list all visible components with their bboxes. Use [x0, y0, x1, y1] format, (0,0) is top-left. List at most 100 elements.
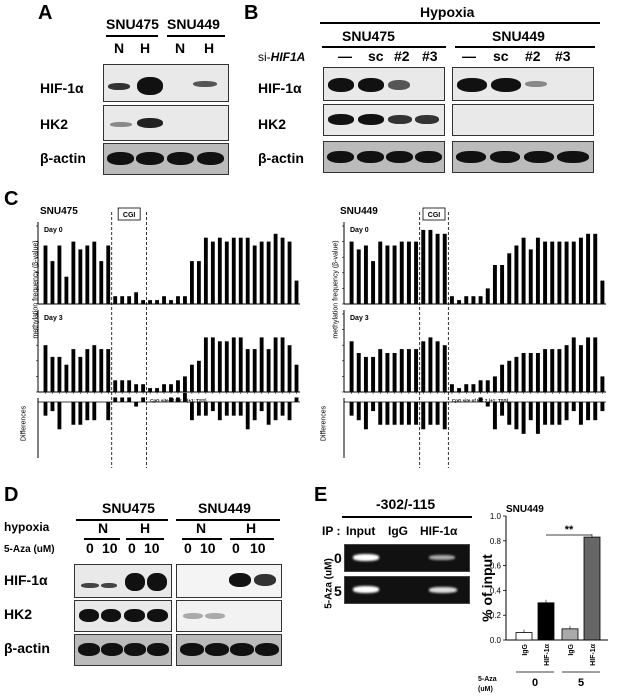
blot-d2-hif: [176, 564, 282, 598]
diff-bar: [106, 402, 111, 421]
bar: [162, 296, 166, 304]
day-label: Day 0: [44, 227, 63, 234]
bar: [210, 337, 215, 392]
bar: [428, 337, 433, 392]
cgi-box: [117, 207, 141, 221]
bar: [356, 353, 361, 392]
bar: [528, 249, 533, 304]
hyp-label: N: [98, 520, 109, 536]
diff-bar: [399, 402, 404, 425]
x-tick-label: HIF-1α: [590, 643, 597, 666]
dose-label: 0: [128, 540, 136, 556]
bar: [71, 349, 76, 392]
bar: [515, 632, 533, 641]
lane-label: sc: [368, 48, 384, 64]
y-tick-label: 0.2: [490, 611, 502, 620]
col-label: IgG: [388, 524, 408, 538]
lane-label: N: [175, 40, 186, 56]
bar: [543, 241, 548, 304]
bar: [85, 245, 90, 304]
diff-bar: [238, 402, 243, 416]
x-prefix: 5-Aza: [478, 676, 497, 683]
lane-label: #2: [394, 48, 410, 64]
y-tick-label: 0.4: [490, 586, 502, 595]
bar: [507, 253, 512, 304]
bar: [514, 245, 519, 304]
si-label: si-HIF1A: [258, 50, 306, 64]
bar: [127, 296, 132, 304]
diff-bar: [478, 397, 483, 402]
lane-label: #3: [555, 48, 571, 64]
hyp-label: N: [196, 520, 207, 536]
row-label: β-actin: [258, 150, 304, 166]
bar: [586, 337, 591, 392]
lane-label: —: [338, 48, 352, 64]
diff-bar: [578, 402, 583, 425]
diff-bar: [507, 402, 512, 425]
bar: [266, 349, 271, 392]
bar: [385, 353, 390, 392]
bar: [273, 337, 278, 392]
diff-bar: [113, 397, 118, 402]
diff-bar: [392, 402, 397, 425]
bar: [43, 345, 48, 392]
diff-bar: [203, 402, 208, 416]
bar: [537, 602, 555, 641]
diff-bar: [500, 402, 505, 416]
bar: [217, 341, 222, 392]
bar: [485, 288, 490, 304]
cell-label: SNU475: [102, 500, 155, 516]
bar: [371, 356, 376, 392]
bar: [134, 292, 139, 304]
cell-label: SNU449: [198, 500, 251, 516]
bar: [449, 384, 454, 392]
diff-bar: [141, 397, 146, 402]
bar: [287, 241, 292, 304]
bar: [543, 349, 548, 392]
bar: [183, 296, 187, 304]
col-label: HIF-1α: [420, 524, 458, 538]
bar: [245, 349, 250, 392]
bar: [478, 380, 483, 392]
bar: [356, 249, 361, 304]
bar: [294, 364, 299, 392]
diff-bar: [521, 402, 526, 434]
diff-bar: [266, 402, 271, 425]
lane-label: #3: [422, 48, 438, 64]
bar: [435, 341, 440, 392]
day-label: Day 3: [44, 315, 63, 322]
bar: [399, 241, 404, 304]
row-label: HIF-1α: [40, 80, 84, 96]
bar: [64, 364, 69, 392]
bar: [406, 241, 411, 304]
hyp-label: H: [140, 520, 151, 536]
diff-bar: [287, 402, 292, 421]
blot-a-hk2: [103, 105, 229, 141]
row-label: β-actin: [4, 640, 50, 656]
aza-label: 5-Aza (uM): [4, 544, 55, 555]
bar: [203, 237, 208, 304]
bar: [593, 233, 598, 304]
diff-bar: [210, 402, 215, 412]
dose-label: 10: [144, 540, 160, 556]
diff-bar: [535, 402, 540, 434]
bar: [113, 296, 118, 304]
bar: [294, 280, 299, 304]
diff-bar: [231, 402, 236, 416]
panel-letter-c: C: [4, 188, 19, 210]
dose-label: 10: [102, 540, 118, 556]
bar: [252, 245, 257, 304]
bar: [148, 300, 152, 304]
ip-label: IP :: [322, 524, 341, 538]
dose-label: 5: [334, 583, 342, 599]
cgi-label: CGI: [123, 212, 136, 219]
diff-bar: [435, 402, 440, 425]
aza-axis-label: 5-Aza (uM): [323, 558, 335, 609]
blot-b2-hif: [452, 67, 594, 101]
chip-svg: 0.0 0.2 0.4 0.6 0.8 1.0 IgG HIF-1α IgG HIF-1α 0 5 **: [490, 512, 608, 689]
bar: [78, 249, 83, 304]
diff-bar: [356, 402, 361, 421]
diff-bar: [120, 397, 125, 402]
bar: [92, 345, 97, 392]
lane-label: #2: [525, 48, 541, 64]
